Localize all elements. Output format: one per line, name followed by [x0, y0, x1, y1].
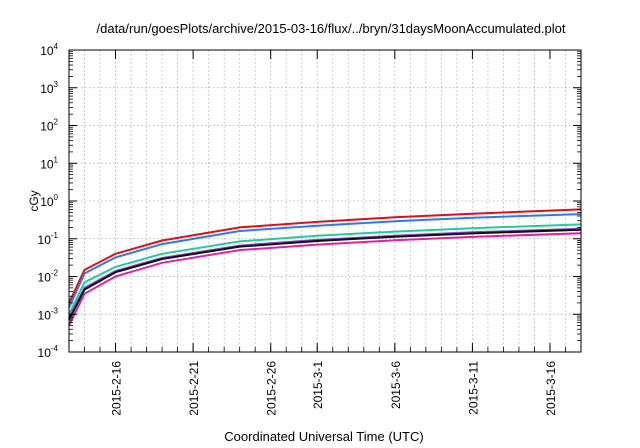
x-tick-label: 2015-3-6 [389, 361, 403, 409]
y-tick-label: 101 [40, 155, 58, 171]
y-tick-label: 102 [40, 118, 58, 134]
y-tick-label: 10-3 [38, 306, 59, 322]
series-line-1 [68, 208, 582, 304]
x-tick-label: 2015-3-11 [466, 361, 480, 415]
x-tick-label: 2015-3-1 [311, 361, 325, 409]
grid-lines [69, 50, 581, 352]
series-line-2 [68, 213, 582, 309]
x-tick-label: 2015-2-26 [265, 361, 279, 416]
chart-title: /data/run/goesPlots/archive/2015-03-16/f… [97, 21, 566, 36]
y-tick-label: 10-4 [38, 344, 59, 360]
y-axis-ticks: 10-4 10-3 10-2 10-1 100 101 102 103 104 [38, 42, 581, 360]
y-axis-label: cGy [27, 190, 41, 211]
series-line-5 [68, 228, 582, 321]
series-line-3 [68, 223, 582, 315]
y-tick-label: 104 [40, 42, 58, 58]
y-tick-label: 10-2 [38, 269, 59, 285]
y-tick-label: 100 [40, 193, 58, 209]
x-tick-label: 2015-2-21 [187, 361, 201, 416]
series-group [68, 208, 582, 327]
series-line-4 [68, 227, 582, 319]
x-axis-label: Coordinated Universal Time (UTC) [224, 429, 423, 444]
y-tick-label: 10-1 [38, 231, 59, 247]
x-tick-label: 2015-3-16 [544, 361, 558, 416]
x-axis-ticks: 2015-2-16 2015-2-21 2015-2-26 2015-3-1 2015-… [84, 50, 566, 416]
x-tick-label: 2015-2-16 [110, 361, 124, 416]
y-tick-label: 103 [40, 80, 58, 96]
series-line-6 [68, 232, 582, 327]
